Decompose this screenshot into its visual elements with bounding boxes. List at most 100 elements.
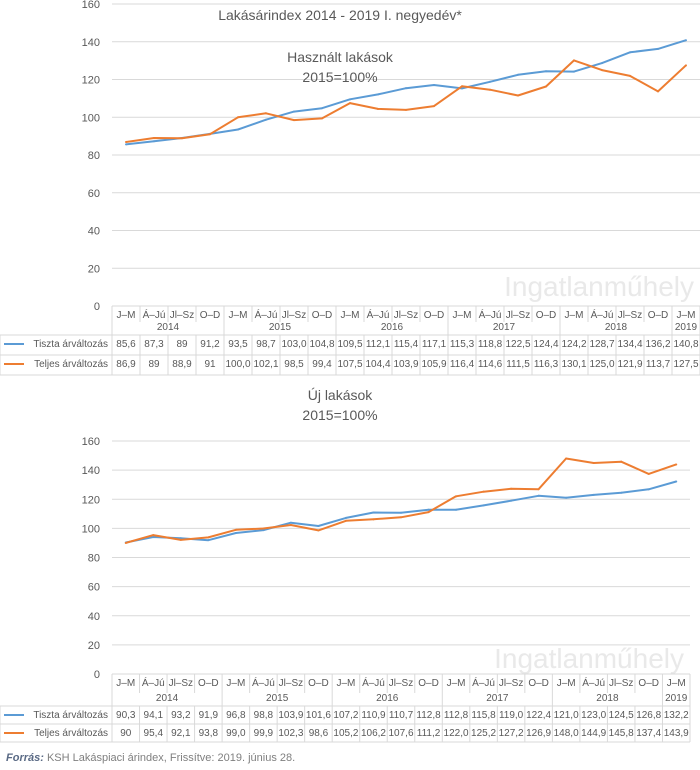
x-tick-label: O–D xyxy=(424,310,445,321)
series-2-point xyxy=(377,107,379,110)
data-label: 109,5 xyxy=(337,339,362,350)
series-1-point xyxy=(545,70,547,73)
data-label: 98,7 xyxy=(256,339,276,350)
data-label: 117,1 xyxy=(422,339,447,350)
data-label: 127,5 xyxy=(673,359,698,370)
data-label: 107,2 xyxy=(333,710,358,721)
data-label: 127,2 xyxy=(499,728,524,739)
data-label: 122,0 xyxy=(444,728,469,739)
data-label: 104,8 xyxy=(309,339,334,350)
y-tick-label: 0 xyxy=(94,669,100,681)
data-label: 104,4 xyxy=(365,359,390,370)
series-line-1 xyxy=(125,39,687,146)
x-tick-label: J–M xyxy=(336,678,355,689)
data-label: 124,2 xyxy=(561,339,586,350)
series-1-point xyxy=(153,140,155,143)
x-tick-label: Jl–Sz xyxy=(506,310,530,321)
series-1-point xyxy=(405,87,407,90)
series-2-point xyxy=(207,536,210,539)
chart-panel-2: Ingatlanműhely 0 20 40 60 80 100 120 140 160 Új la… xyxy=(0,387,691,743)
y-tick-label: 120 xyxy=(82,75,100,87)
data-label: 134,4 xyxy=(617,339,642,350)
series-1-point xyxy=(427,508,430,511)
data-label: 107,5 xyxy=(337,359,362,370)
data-label: 98,5 xyxy=(284,359,304,370)
year-label: 2019 xyxy=(665,693,688,704)
series-2-point xyxy=(125,140,127,143)
data-label: 96,8 xyxy=(226,710,246,721)
data-label: 90,3 xyxy=(116,710,136,721)
data-label: 88,9 xyxy=(172,359,192,370)
data-label: 137,4 xyxy=(636,728,661,739)
data-label: 118,8 xyxy=(478,339,503,350)
x-tick-label: J–M xyxy=(565,310,584,321)
data-label: 143,9 xyxy=(664,728,689,739)
data-label: 105,2 xyxy=(333,728,358,739)
data-label: 115,3 xyxy=(450,339,475,350)
series-1-point xyxy=(344,516,347,519)
series-1-point xyxy=(537,494,540,497)
data-label: 128,7 xyxy=(589,339,614,350)
x-tick-label: J–M xyxy=(226,678,245,689)
x-tick-label: Á–Jú xyxy=(252,676,275,689)
data-label: 106,2 xyxy=(361,728,386,739)
year-label: 2016 xyxy=(381,322,404,333)
x-tick-label: O–D xyxy=(312,310,333,321)
x-tick-label: Á–Jú xyxy=(479,308,502,321)
chart-subtitle: 2015=100% xyxy=(302,407,377,423)
x-tick-label: Jl–Sz xyxy=(499,678,523,689)
series-2-point xyxy=(537,488,540,491)
data-label: 105,9 xyxy=(421,359,446,370)
series-2-point xyxy=(461,85,463,88)
series-1-point xyxy=(321,107,323,110)
data-label: 94,1 xyxy=(144,710,164,721)
year-label: 2018 xyxy=(605,322,628,333)
y-tick-label: 100 xyxy=(82,112,100,124)
x-tick-label: Jl–Sz xyxy=(394,310,418,321)
data-label: 116,4 xyxy=(450,359,475,370)
data-label: 93,5 xyxy=(228,339,248,350)
series-1-point xyxy=(265,118,267,121)
y-tick-label: 160 xyxy=(82,0,100,11)
data-label: 91,9 xyxy=(199,710,219,721)
data-label: 93,8 xyxy=(199,728,219,739)
series-2-point xyxy=(647,472,650,475)
x-tick-label: O–D xyxy=(200,310,221,321)
series-1-point xyxy=(510,499,513,502)
series-2-point xyxy=(237,116,239,119)
year-label: 2014 xyxy=(156,693,179,704)
x-tick-label: O–D xyxy=(648,310,669,321)
data-label: 110,7 xyxy=(389,710,414,721)
chart-subtitle: Új lakások xyxy=(308,387,374,403)
series-1-point xyxy=(317,525,320,528)
data-label: 125,0 xyxy=(589,359,614,370)
y-tick-label: 140 xyxy=(82,37,100,49)
year-label: 2015 xyxy=(269,322,292,333)
x-tick-label: Jl–Sz xyxy=(609,678,633,689)
x-tick-label: Á–Jú xyxy=(472,676,495,689)
x-tick-label: Jl–Sz xyxy=(618,310,642,321)
series-2-point xyxy=(482,490,485,493)
data-label: 103,0 xyxy=(281,339,306,350)
series-1-point xyxy=(675,480,678,483)
series-1-point xyxy=(293,110,295,113)
y-tick-label: 20 xyxy=(88,263,100,275)
series-1-point xyxy=(629,51,631,54)
series-2-point xyxy=(344,519,347,522)
data-label: 123,0 xyxy=(581,710,606,721)
data-label: 121,0 xyxy=(554,710,579,721)
data-label: 90 xyxy=(120,728,132,739)
series-1-point xyxy=(377,93,379,96)
x-tick-label: Jl–Sz xyxy=(389,678,413,689)
series-2-point xyxy=(517,94,519,97)
x-tick-label: Á–Jú xyxy=(143,308,166,321)
data-label: 125,2 xyxy=(471,728,496,739)
data-label: 145,8 xyxy=(609,728,634,739)
series-2-point xyxy=(620,460,623,463)
series-2-point xyxy=(592,461,595,464)
year-label: 2017 xyxy=(493,322,516,333)
series-2-point xyxy=(685,64,687,67)
legend-label: Tiszta árváltozás xyxy=(33,710,108,721)
data-label: 91 xyxy=(204,359,216,370)
